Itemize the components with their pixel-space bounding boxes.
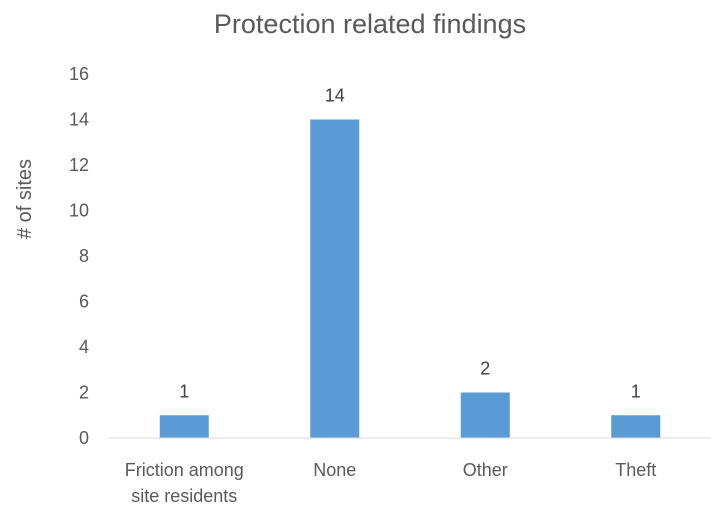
y-tick-label: 6: [79, 292, 89, 312]
bar: [310, 119, 360, 438]
y-tick-label: 10: [69, 201, 89, 221]
y-tick-label: 2: [79, 383, 89, 403]
y-tick-label: 14: [69, 110, 89, 130]
y-tick-label: 16: [69, 64, 89, 84]
bar: [159, 415, 209, 438]
y-axis-ticks: 0 2 4 6 8 10 12 14 16: [69, 64, 89, 448]
x-category-label: None: [313, 460, 356, 480]
y-axis-title: # of sites: [14, 159, 36, 239]
x-category-label: Other: [463, 460, 508, 480]
bars: [159, 119, 661, 438]
data-label: 1: [631, 381, 641, 401]
y-tick-label: 4: [79, 337, 89, 357]
bar: [460, 392, 510, 438]
bar: [611, 415, 661, 438]
y-tick-label: 8: [79, 246, 89, 266]
data-labels: 1 14 2 1: [179, 86, 641, 402]
chart-title: Protection related findings: [214, 9, 526, 39]
y-tick-label: 12: [69, 155, 89, 175]
x-category-label: Theft: [615, 460, 656, 480]
y-tick-label: 0: [79, 428, 89, 448]
data-label: 14: [325, 86, 345, 106]
data-label: 2: [480, 359, 490, 379]
x-axis-category-labels: Friction among site residents None Other The…: [125, 460, 657, 506]
data-label: 1: [179, 381, 189, 401]
x-category-label: Friction among site residents: [125, 460, 244, 506]
